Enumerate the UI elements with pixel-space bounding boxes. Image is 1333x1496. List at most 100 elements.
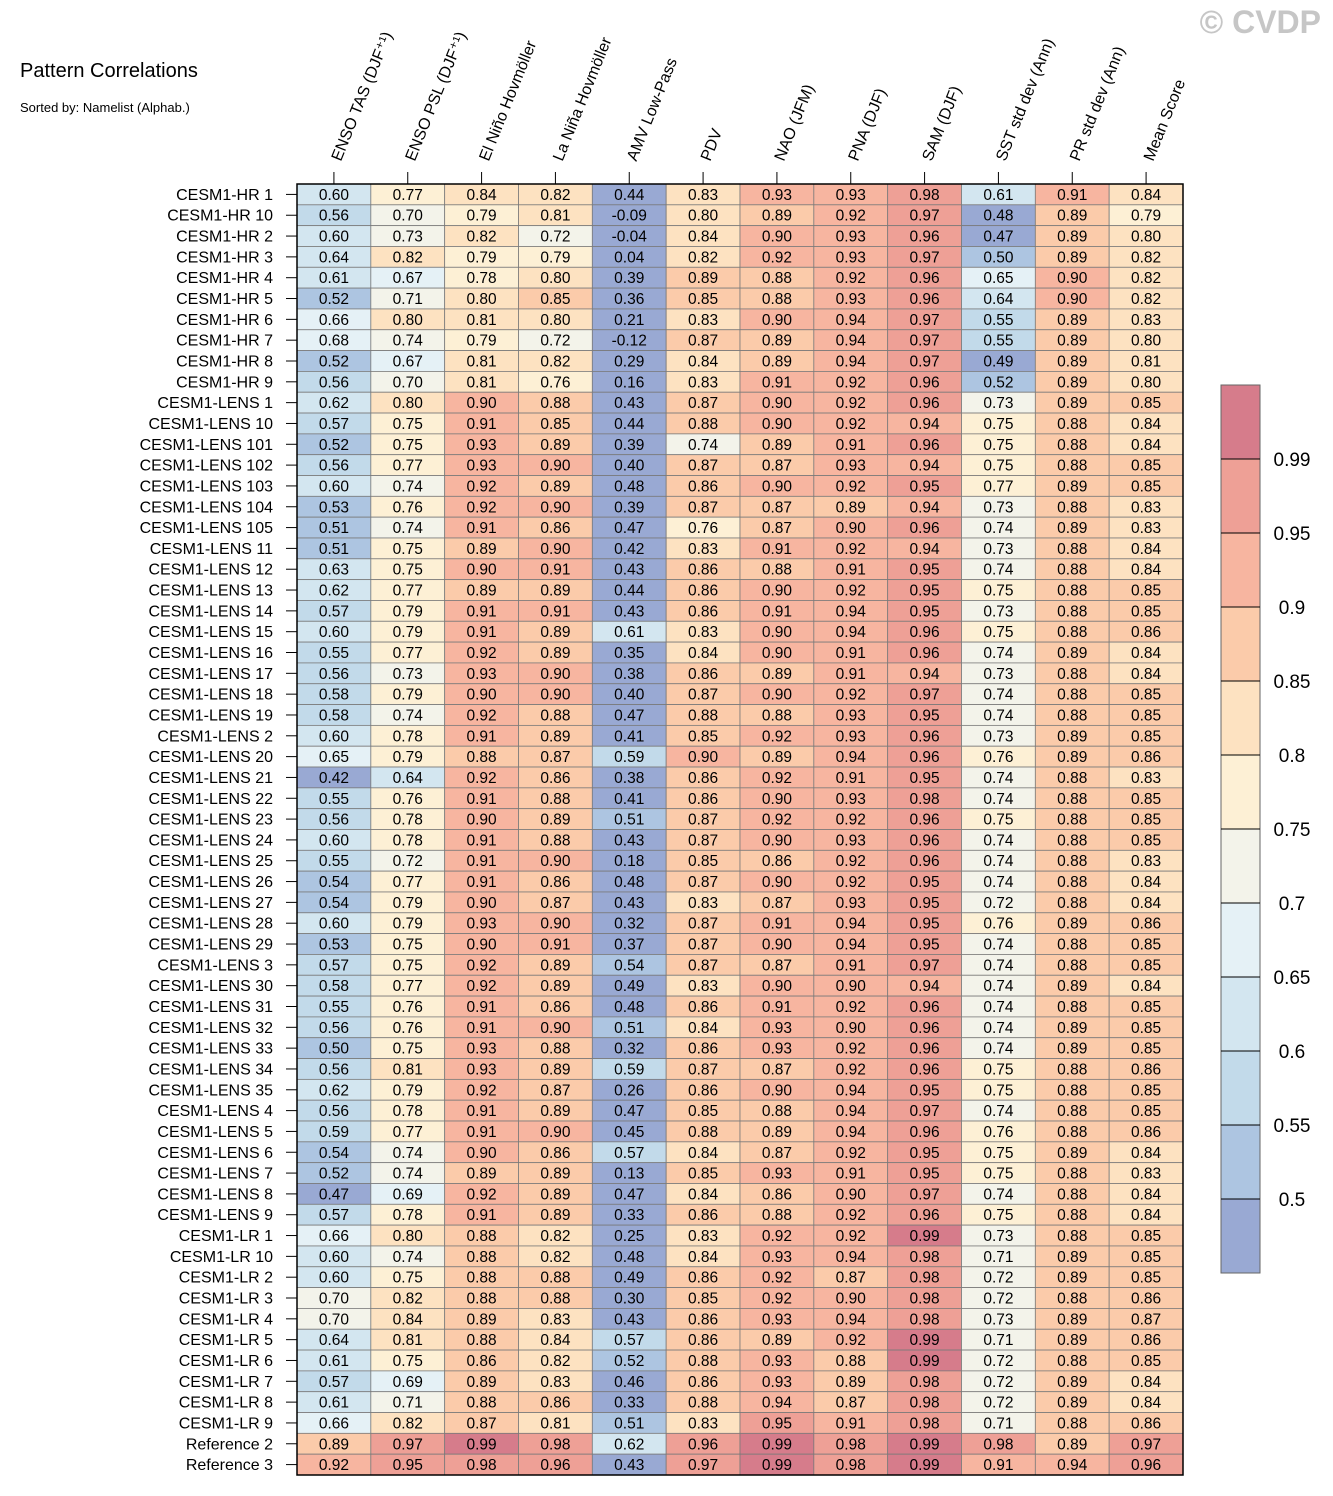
cell-value-label: 0.38	[614, 770, 644, 787]
row-label: CESM1-LENS 11	[150, 541, 273, 558]
cell-value-label: 0.98	[909, 1395, 939, 1412]
cell-value-label: 0.92	[836, 1061, 866, 1078]
cell-value-label: 0.93	[466, 437, 496, 454]
cell-value-label: 0.76	[393, 791, 423, 808]
cell-value-label: 0.62	[319, 583, 349, 600]
row-label: CESM1-LENS 23	[149, 812, 274, 829]
cell-value-label: 0.77	[393, 645, 423, 662]
cell-value-label: 0.84	[466, 187, 497, 204]
cell-value-label: 0.88	[762, 1103, 792, 1120]
cell-value-label: 0.48	[614, 874, 644, 891]
cell-value-label: 0.81	[466, 353, 496, 370]
cell-value-label: 0.88	[1057, 1291, 1087, 1308]
cell-value-label: 0.94	[909, 499, 940, 516]
cell-value-label: 0.40	[614, 687, 645, 704]
cell-value-label: 0.44	[614, 416, 645, 433]
cell-value-label: 0.84	[688, 1249, 719, 1266]
cell-value-label: 0.73	[983, 541, 1013, 558]
row-label: CESM1-LENS 1	[157, 395, 273, 412]
cell-value-label: 0.32	[614, 916, 644, 933]
row-label: CESM1-LR 3	[179, 1291, 273, 1308]
cell-value-label: 0.89	[1057, 353, 1087, 370]
cell-value-label: 0.92	[466, 499, 496, 516]
cell-value-label: 0.90	[762, 395, 793, 412]
cell-value-label: 0.79	[393, 603, 423, 620]
cell-value-label: 0.89	[762, 666, 792, 683]
cell-value-label: 0.88	[1057, 687, 1087, 704]
colorbar-tick-label: 0.7	[1279, 894, 1305, 915]
row-label: CESM1-LENS 26	[149, 874, 274, 891]
cell-value-label: 0.96	[540, 1457, 570, 1474]
cell-value-label: 0.89	[1057, 374, 1087, 391]
cell-value-label: 0.73	[393, 229, 423, 246]
cell-value-label: 0.91	[540, 562, 570, 579]
cell-value-label: 0.44	[614, 187, 645, 204]
colorbar-tick-label: 0.5	[1279, 1190, 1305, 1211]
cell-value-label: 0.79	[466, 249, 496, 266]
cell-value-label: 0.96	[1131, 1457, 1161, 1474]
cell-value-label: 0.87	[836, 1270, 866, 1287]
cell-value-label: 0.85	[688, 853, 718, 870]
cell-value-label: 0.60	[319, 832, 350, 849]
colorbar-tick-label: 0.8	[1279, 746, 1305, 767]
colorbar-tick-label: 0.6	[1279, 1042, 1305, 1063]
cell-value-label: 0.83	[688, 895, 718, 912]
row-label: Reference 3	[186, 1457, 273, 1474]
cell-value-label: 0.92	[836, 999, 866, 1016]
cell-value-label: 0.77	[393, 187, 423, 204]
cell-value-label: 0.78	[393, 1207, 423, 1224]
cell-value-label: 0.87	[688, 458, 718, 475]
cell-value-label: 0.89	[1057, 1145, 1087, 1162]
cell-value-label: 0.87	[688, 957, 718, 974]
cell-value-label: 0.81	[466, 374, 496, 391]
cell-value-label: 0.96	[909, 1207, 939, 1224]
cell-value-label: 0.85	[1131, 1103, 1161, 1120]
cell-value-label: 0.91	[466, 1020, 496, 1037]
cell-value-label: 0.98	[983, 1436, 1013, 1453]
cell-value-label: 0.86	[540, 1145, 570, 1162]
cell-value-label: 0.79	[1131, 208, 1161, 225]
cell-value-label: 0.85	[1131, 812, 1161, 829]
cell-value-label: 0.72	[983, 1270, 1013, 1287]
row-label: CESM1-LR 7	[179, 1374, 273, 1391]
cell-value-label: 0.90	[540, 541, 571, 558]
cell-value-label: 0.89	[540, 645, 570, 662]
cell-value-label: 0.88	[1057, 1353, 1087, 1370]
cell-value-label: 0.91	[540, 937, 570, 954]
cell-value-label: 0.90	[540, 499, 571, 516]
cell-value-label: 0.89	[836, 499, 866, 516]
row-label: CESM1-LENS 24	[149, 832, 274, 849]
cell-value-label: 0.96	[909, 1061, 939, 1078]
cell-value-label: 0.88	[762, 1207, 792, 1224]
cell-value-label: 0.70	[393, 208, 424, 225]
cell-value-label: 0.82	[688, 249, 718, 266]
cell-value-label: 0.74	[983, 645, 1014, 662]
cell-value-label: 0.88	[1057, 1415, 1087, 1432]
cell-value-label: 0.92	[836, 812, 866, 829]
cell-value-label: 0.84	[688, 1186, 719, 1203]
row-label: CESM1-LENS 27	[149, 895, 274, 912]
cell-value-label: 0.74	[983, 791, 1014, 808]
cell-value-label: 0.94	[836, 1311, 867, 1328]
cell-value-label: 0.88	[762, 291, 792, 308]
cell-value-label: 0.85	[1131, 583, 1161, 600]
cell-value-label: 0.86	[688, 603, 718, 620]
cell-value-label: 0.64	[319, 249, 350, 266]
cell-value-label: 0.94	[909, 416, 940, 433]
cell-value-label: 0.95	[909, 1082, 939, 1099]
cell-value-label: 0.99	[466, 1436, 496, 1453]
cell-value-label: 0.39	[614, 270, 644, 287]
column-label: ENSO TAS (DJF⁺¹)	[329, 30, 396, 164]
cell-value-label: 0.99	[909, 1457, 939, 1474]
cell-value-label: 0.75	[393, 437, 423, 454]
colorbar-segment	[1220, 976, 1261, 1052]
cell-value-label: 0.90	[1057, 270, 1088, 287]
cell-value-label: 0.47	[983, 229, 1013, 246]
cell-value-label: 0.84	[1131, 645, 1162, 662]
cell-value-label: 0.92	[466, 478, 496, 495]
cell-value-label: 0.88	[1057, 1124, 1087, 1141]
cell-value-label: 0.85	[1131, 1082, 1161, 1099]
cell-value-label: 0.97	[909, 333, 939, 350]
cell-value-label: 0.75	[393, 957, 423, 974]
row-label: CESM1-LENS 28	[149, 916, 274, 933]
